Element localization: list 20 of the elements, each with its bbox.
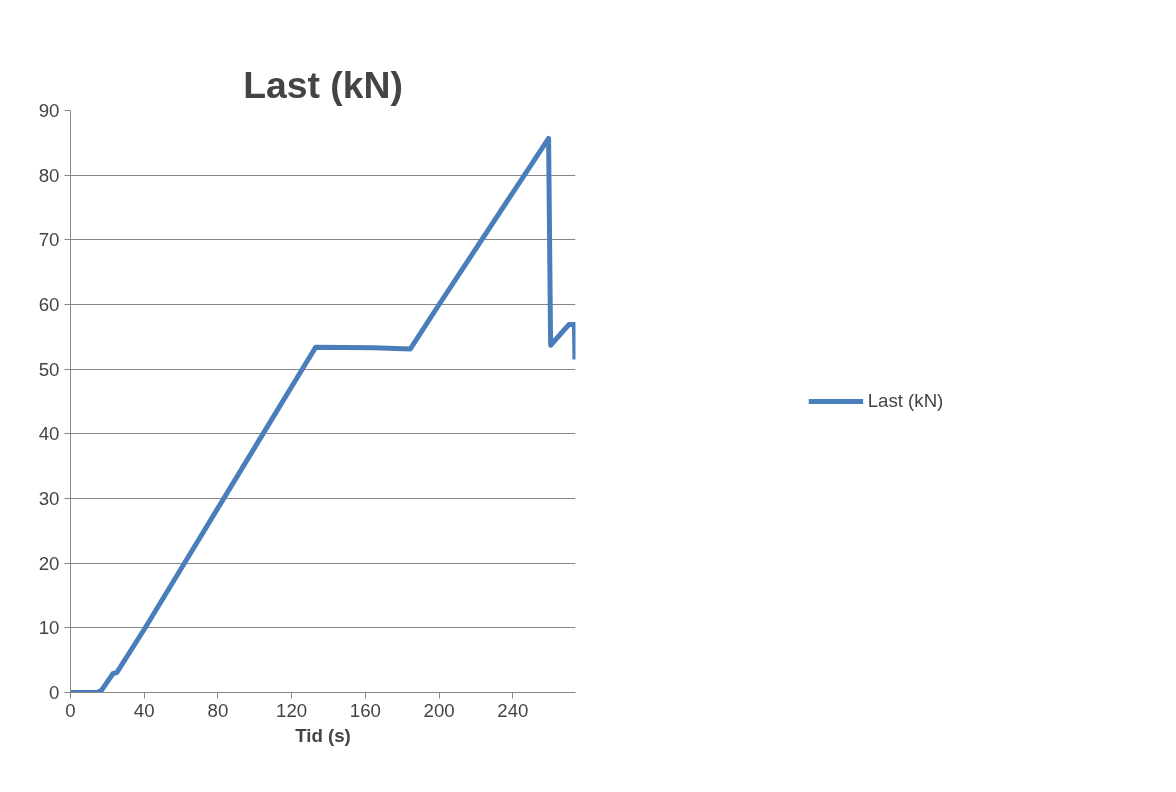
x-tick-label: 80 bbox=[207, 699, 229, 721]
y-tick-label: 40 bbox=[38, 423, 60, 445]
y-tick-label: 20 bbox=[38, 552, 60, 574]
y-tick-label: 0 bbox=[49, 682, 60, 703]
x-tick-label: 160 bbox=[349, 699, 381, 721]
x-tick-label: 240 bbox=[497, 699, 529, 721]
x-tick-label: 200 bbox=[423, 699, 455, 721]
y-tick-label: 70 bbox=[38, 229, 60, 251]
y-tick-label: 60 bbox=[38, 294, 60, 315]
x-tick-label: 40 bbox=[133, 699, 155, 721]
y-tick-label: 80 bbox=[38, 164, 60, 186]
x-tick-label: 0 bbox=[65, 699, 76, 721]
y-tick-label: 30 bbox=[38, 488, 60, 509]
legend-label: Last (kN) bbox=[867, 390, 944, 412]
y-tick-label: 50 bbox=[38, 358, 60, 380]
y-tick-label: 90 bbox=[38, 100, 60, 121]
y-tick-label: 10 bbox=[38, 617, 60, 639]
chart-title: Last (kN) bbox=[243, 63, 403, 106]
x-tick-label: 120 bbox=[276, 699, 308, 721]
x-axis-title: Tid (s) bbox=[295, 724, 351, 746]
